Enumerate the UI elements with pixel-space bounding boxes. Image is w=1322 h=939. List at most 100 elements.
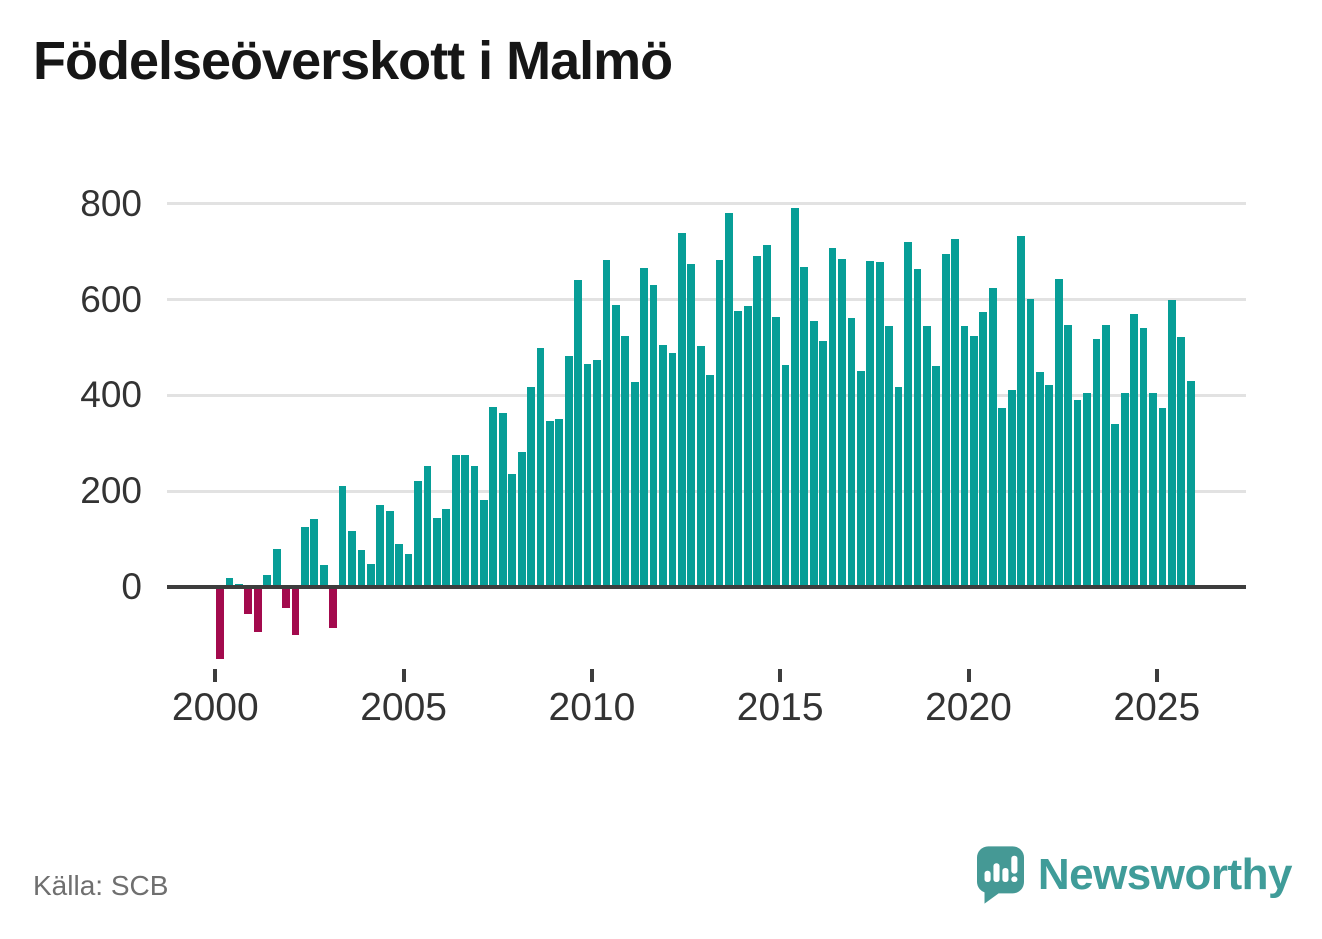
bar-2017-q1 (856, 370, 865, 587)
x-tick-2000 (213, 669, 218, 682)
bar-2022-q4 (1073, 400, 1082, 587)
bar-2020-q4 (998, 407, 1007, 587)
source-label: Källa: SCB (33, 870, 169, 901)
bar-2025-q2 (1167, 299, 1176, 587)
bar-2015-q1 (781, 365, 790, 587)
bar-2008-q4 (546, 420, 554, 587)
bar-2024-q4 (1149, 392, 1157, 587)
bar-2025-q1 (1158, 408, 1167, 587)
bar-2015-q4 (809, 321, 818, 587)
x-axis-line (167, 585, 1246, 589)
y-tick-label-800: 800 (80, 182, 142, 224)
bar-2013-q3 (725, 213, 733, 587)
bar-2004-q4 (395, 543, 404, 587)
bar-2007-q1 (480, 499, 488, 587)
bar-2012-q2 (677, 232, 686, 587)
bar-2001-q3 (272, 548, 281, 587)
bar-2006-q4 (470, 465, 479, 587)
bar-2000-q1 (216, 589, 224, 659)
bar-2023-q1 (1083, 392, 1091, 587)
bar-2011-q4 (659, 344, 667, 587)
bar-2012-q1 (668, 352, 677, 587)
x-tick-label-2015: 2015 (736, 686, 824, 729)
bar-2024-q3 (1139, 327, 1148, 587)
bar-2025-q3 (1177, 336, 1186, 587)
bar-2003-q3 (348, 531, 356, 587)
gridline-800 (167, 202, 1246, 206)
bar-2009-q4 (583, 363, 592, 587)
bar-2024-q1 (1120, 393, 1129, 587)
bar-2004-q2 (376, 505, 385, 587)
brand-wordmark: Newsworthy (1037, 850, 1293, 899)
bar-2022-q2 (1054, 279, 1063, 587)
bar-2020-q1 (970, 335, 978, 587)
bar-2005-q4 (432, 518, 441, 587)
bar-2012-q3 (687, 264, 696, 587)
bar-2006-q2 (451, 454, 460, 587)
bar-2007-q2 (489, 406, 498, 587)
y-tick-label-400: 400 (80, 374, 142, 416)
bar-2001-q2 (263, 574, 272, 587)
bar-2015-q2 (791, 207, 799, 587)
bar-2013-q2 (715, 259, 724, 587)
bar-2002-q2 (301, 527, 309, 587)
bar-2021-q3 (1026, 298, 1035, 587)
bar-2001-q1 (253, 589, 262, 633)
bar-2003-q2 (338, 486, 347, 587)
bar-2014-q1 (743, 305, 752, 587)
x-tick-label-2010: 2010 (548, 686, 636, 729)
bar-2013-q4 (734, 310, 743, 587)
bar-2008-q2 (527, 387, 535, 587)
bar-2021-q2 (1017, 235, 1025, 587)
bar-2006-q1 (442, 508, 451, 587)
bar-2013-q1 (706, 375, 714, 587)
bar-2025-q4 (1186, 380, 1195, 587)
x-tick-2015 (778, 669, 783, 682)
bar-2022-q3 (1064, 325, 1073, 587)
bar-2023-q2 (1092, 339, 1101, 587)
bar-2019-q3 (951, 238, 959, 587)
bar-2016-q3 (838, 258, 846, 587)
bar-2016-q4 (847, 317, 856, 587)
bar-2014-q4 (772, 316, 780, 587)
bar-2001-q4 (282, 589, 290, 609)
bar-2010-q2 (602, 260, 611, 587)
bar-2004-q3 (385, 511, 394, 587)
bar-2000-q2 (225, 577, 234, 587)
bar-2023-q4 (1111, 424, 1120, 587)
x-tick-label-2005: 2005 (360, 686, 447, 729)
bar-2009-q1 (555, 419, 564, 587)
bar-2010-q3 (611, 305, 620, 587)
bar-2015-q3 (800, 266, 809, 587)
bar-2000-q4 (244, 589, 253, 615)
bar-2022-q1 (1045, 385, 1054, 587)
x-tick-label-2025: 2025 (1113, 686, 1201, 729)
bar-2011-q1 (630, 381, 639, 587)
bar-2020-q3 (988, 287, 997, 587)
bar-2011-q2 (640, 267, 649, 587)
bar-2007-q3 (498, 412, 507, 587)
brand-lockup: Newsworthy (976, 846, 1293, 904)
bar-2014-q3 (762, 245, 771, 587)
y-tick-label-600: 600 (80, 278, 142, 320)
y-tick-label-200: 200 (80, 470, 142, 512)
bar-2007-q4 (508, 473, 517, 587)
bar-2003-q1 (329, 589, 338, 628)
bar-2017-q3 (875, 262, 884, 587)
bar-2002-q4 (319, 564, 328, 587)
bar-2016-q2 (828, 248, 837, 587)
bar-2012-q4 (696, 345, 705, 587)
bar-2003-q4 (357, 550, 366, 587)
newsworthy-logo-icon (976, 846, 1024, 904)
x-tick-label-2020: 2020 (925, 686, 1012, 729)
bar-2009-q3 (574, 280, 583, 587)
bar-2023-q3 (1101, 325, 1110, 587)
bar-2005-q3 (423, 466, 432, 587)
bar-2018-q1 (894, 387, 903, 587)
bar-2024-q2 (1130, 314, 1139, 587)
bar-2021-q4 (1036, 372, 1044, 587)
bar-2008-q3 (536, 347, 545, 587)
chart-title: Födelseöverskott i Malmö (33, 31, 673, 91)
